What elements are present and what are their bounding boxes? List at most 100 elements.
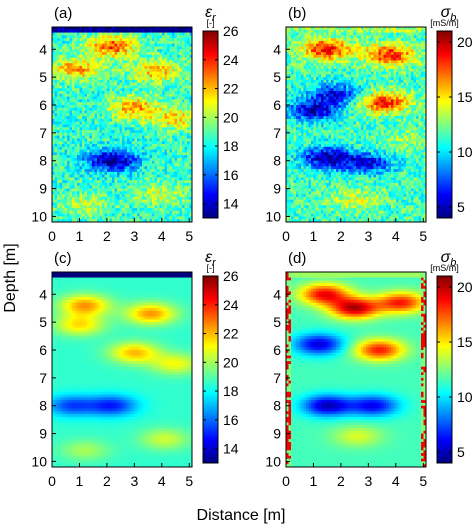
y-tick-label: 5: [39, 314, 47, 330]
heatmap-cells: [286, 27, 427, 223]
x-tick-label: 1: [310, 473, 318, 489]
x-tick-label: 5: [185, 473, 193, 489]
colorbar-symbol: εr: [205, 4, 217, 24]
x-tick-label: 4: [158, 228, 166, 244]
y-tick-label: 7: [39, 370, 47, 386]
colorbar-symbol: σb: [441, 4, 457, 24]
axes-frame: [51, 26, 193, 223]
panel-2: 4 5 6 7 8 9 100 1 2 3 4 5 (c) 14 16 18 20 22 24 26 εr[-]: [31, 249, 238, 489]
x-tick-label: 2: [337, 473, 345, 489]
colorbar-unit: [mS/m]: [430, 18, 459, 28]
colorbar-tick-label: 20: [223, 109, 239, 125]
y-tick-label: 8: [273, 153, 281, 169]
colorbar-symbol: εr: [205, 249, 217, 269]
x-tick-label: 2: [103, 473, 111, 489]
colorbar-tick-label: 26: [223, 23, 239, 39]
colorbar-tick-label: 14: [223, 441, 239, 457]
figure-x-label: Distance [m]: [197, 507, 286, 524]
x-tick-label: 0: [48, 473, 56, 489]
x-tick-label: 5: [419, 228, 427, 244]
colorbar-tick-label: 5: [457, 199, 465, 215]
colorbar-tick-label: 16: [223, 167, 239, 183]
x-tick-label: 2: [337, 228, 345, 244]
y-tick-label: 5: [273, 314, 281, 330]
colorbar-gradient: [202, 275, 219, 464]
colorbar-tick-label: 16: [223, 412, 239, 428]
colorbar-tick-label: 15: [457, 334, 473, 350]
panel-label: (b): [288, 5, 306, 22]
colorbar-gradient: [202, 30, 219, 219]
colorbar-tick-label: 20: [223, 354, 239, 370]
colorbar-tick-label: 14: [223, 196, 239, 212]
y-tick-label: 8: [39, 153, 47, 169]
x-tick-label: 4: [158, 473, 166, 489]
y-tick-label: 9: [39, 181, 47, 197]
x-tick-label: 3: [130, 473, 138, 489]
panel-label: (a): [54, 5, 72, 22]
y-tick-label: 7: [273, 125, 281, 141]
colorbar-tick-label: 18: [223, 383, 239, 399]
y-tick-label: 10: [31, 453, 47, 469]
y-tick-label: 5: [273, 69, 281, 85]
colorbar-unit: [-]: [207, 18, 215, 28]
x-tick-label: 0: [282, 473, 290, 489]
colorbar: 14 16 18 20 22 24 26 εr[-]: [202, 249, 239, 464]
y-tick-label: 6: [39, 97, 47, 113]
panel-0: 4 5 6 7 8 9 100 1 2 3 4 5 (a) 14 16 18 20 22 24 26 εr[-]: [31, 4, 238, 244]
y-tick-label: 9: [39, 426, 47, 442]
y-tick-label: 5: [39, 69, 47, 85]
x-tick-label: 5: [185, 228, 193, 244]
x-tick-label: 1: [76, 228, 84, 244]
axes-frame: [51, 271, 193, 468]
y-tick-label: 7: [39, 125, 47, 141]
colorbar-tick-label: 20: [457, 279, 473, 295]
heatmap-cells: [286, 272, 427, 468]
x-tick-label: 0: [48, 228, 56, 244]
colorbar-tick-label: 20: [457, 34, 473, 50]
y-tick-label: 8: [39, 398, 47, 414]
x-tick-label: 3: [364, 228, 372, 244]
y-tick-label: 10: [31, 208, 47, 224]
x-tick-label: 3: [364, 473, 372, 489]
y-tick-label: 4: [273, 41, 281, 57]
x-tick-label: 1: [310, 228, 318, 244]
colorbar-tick-label: 26: [223, 268, 239, 284]
axes-frame: [285, 26, 427, 223]
y-tick-label: 4: [39, 41, 47, 57]
x-tick-label: 2: [103, 228, 111, 244]
colorbar-tick-label: 10: [457, 144, 473, 160]
colorbar-gradient: [436, 275, 453, 464]
colorbar-tick-label: 5: [457, 444, 465, 460]
colorbar-symbol: σb: [441, 249, 457, 269]
colorbar-tick-label: 24: [223, 52, 239, 68]
colorbar-gradient: [436, 30, 453, 219]
panel-label: (d): [288, 250, 306, 267]
colorbar-tick-label: 22: [223, 326, 239, 342]
y-tick-label: 9: [273, 426, 281, 442]
y-tick-label: 10: [265, 453, 281, 469]
x-tick-label: 4: [392, 473, 400, 489]
x-tick-label: 4: [392, 228, 400, 244]
heatmap-cells: [52, 27, 193, 223]
x-tick-label: 5: [419, 473, 427, 489]
colorbar-tick-label: 10: [457, 389, 473, 405]
colorbar-unit: [mS/m]: [430, 263, 459, 273]
y-tick-label: 10: [265, 208, 281, 224]
y-tick-label: 7: [273, 370, 281, 386]
x-tick-label: 0: [282, 228, 290, 244]
y-tick-label: 9: [273, 181, 281, 197]
colorbar: 14 16 18 20 22 24 26 εr[-]: [202, 4, 239, 219]
heatmap-cells: [52, 272, 193, 468]
y-tick-label: 4: [39, 286, 47, 302]
panel-label: (c): [54, 250, 72, 267]
y-tick-label: 4: [273, 286, 281, 302]
y-tick-label: 6: [273, 342, 281, 358]
y-tick-label: 6: [39, 342, 47, 358]
colorbar-tick-label: 24: [223, 297, 239, 313]
colorbar-tick-label: 15: [457, 89, 473, 105]
